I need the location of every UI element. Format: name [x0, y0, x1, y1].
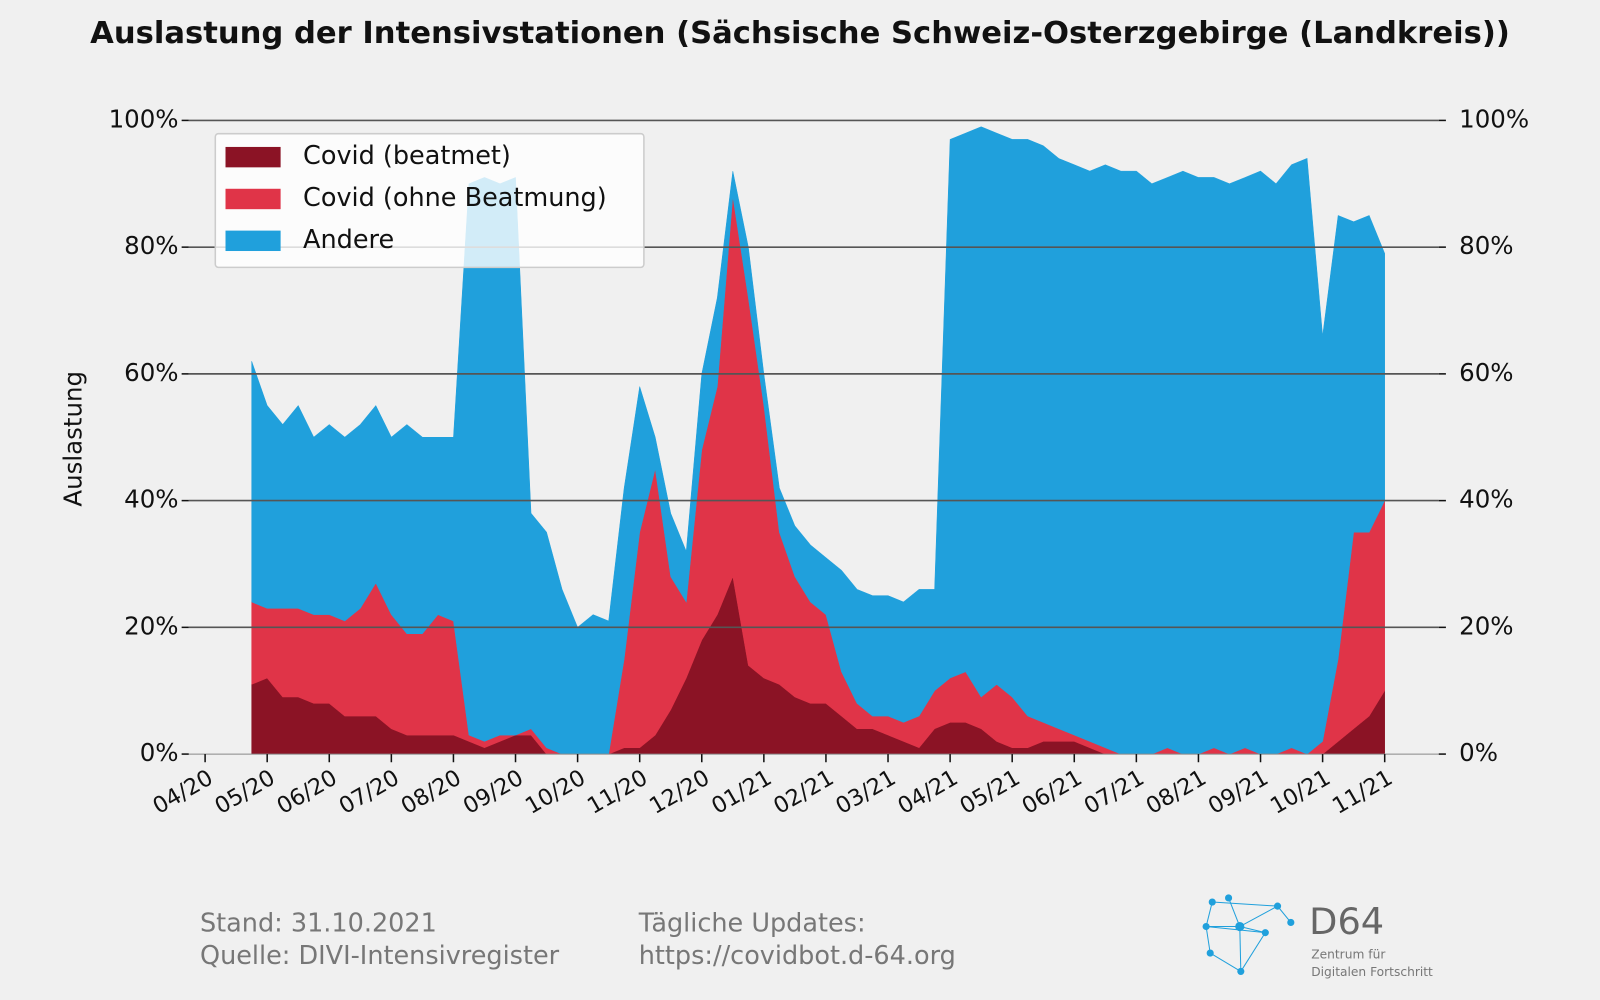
y-axis-label: Auslastung — [58, 371, 87, 507]
footer-source: Quelle: DIVI-Intensivregister — [200, 941, 560, 971]
legend-label: Covid (beatmet) — [303, 141, 511, 171]
footer: Stand: 31.10.2021 Quelle: DIVI-Intensivr… — [200, 894, 1433, 979]
y2-tick-label: 60% — [1459, 358, 1513, 387]
y2-tick-label: 40% — [1459, 485, 1513, 514]
legend-label: Covid (ohne Beatmung) — [303, 183, 607, 213]
footer-updates: Tägliche Updates: — [638, 908, 866, 938]
y2-tick-label: 20% — [1459, 611, 1513, 640]
legend-box — [214, 132, 645, 269]
y-tick-label: 100% — [109, 104, 179, 133]
y2-tick-label: 80% — [1459, 231, 1513, 260]
logo-name: D64 — [1309, 900, 1384, 943]
legend-swatch — [225, 188, 281, 210]
y-tick-label: 60% — [124, 358, 178, 387]
y-tick-label: 20% — [124, 611, 178, 640]
legend: Covid (beatmet) Covid (ohne Beatmung) Ande… — [214, 132, 645, 269]
logo-line2: Digitalen Fortschritt — [1311, 965, 1433, 979]
y-tick-label: 0% — [140, 738, 179, 767]
y-tick-label: 80% — [124, 231, 178, 260]
plot-area: 0% 0%20% 20%40% 40%60% 60%80% 80%100% 100%04/2… — [109, 104, 1530, 819]
y2-tick-label: 0% — [1459, 738, 1498, 767]
legend-label: Andere — [303, 225, 394, 255]
legend-swatch — [225, 146, 281, 168]
y2-tick-label: 100% — [1459, 104, 1529, 133]
footer-url: https://covidbot.d-64.org — [639, 941, 956, 971]
chart-title: Auslastung der Intensivstationen (Sächsi… — [90, 16, 1510, 51]
logo-network — [1202, 894, 1295, 975]
legend-swatch — [225, 230, 281, 252]
footer-stand: Stand: 31.10.2021 — [200, 908, 437, 938]
logo-line1: Zentrum für — [1311, 948, 1386, 962]
y-tick-label: 40% — [124, 485, 178, 514]
